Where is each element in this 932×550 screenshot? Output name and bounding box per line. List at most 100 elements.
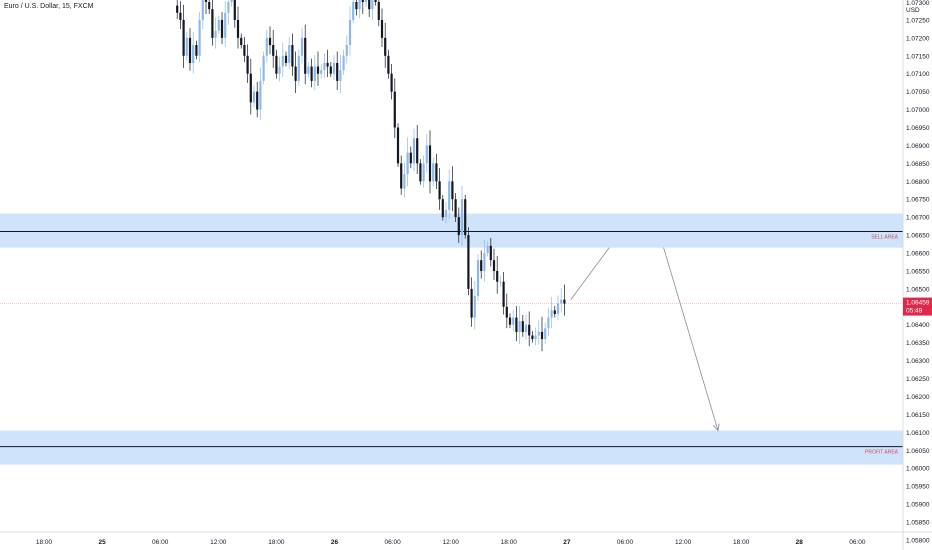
price-tick-label: 1.06700 <box>906 215 930 222</box>
candle-body <box>531 335 534 340</box>
candle-body <box>457 217 460 236</box>
candle-body <box>464 199 467 236</box>
price-tick-label: 1.07250 <box>906 17 930 24</box>
candle-body <box>364 0 368 2</box>
candle-body <box>403 174 406 189</box>
price-tick-label: 1.06800 <box>906 179 930 186</box>
projection-arrowhead <box>712 423 720 432</box>
candle-body <box>358 0 361 10</box>
candle-body <box>544 328 547 340</box>
time-tick-label: 18:00 <box>733 539 750 546</box>
price-tick-label: 1.06950 <box>906 125 930 132</box>
candle-body <box>208 2 211 10</box>
candle-body <box>236 19 240 38</box>
candle-body <box>176 5 179 13</box>
candle-body <box>377 2 380 20</box>
candle-body <box>537 331 540 336</box>
candle-body <box>387 55 390 74</box>
candle-body <box>259 80 262 110</box>
candle-body <box>540 331 544 340</box>
current-price-value: 1.06459 <box>906 300 930 307</box>
current-price-badge <box>903 297 932 316</box>
price-tick-label: 1.06200 <box>906 394 930 401</box>
candle-body <box>547 317 550 329</box>
candle-body <box>374 0 377 3</box>
candle-body <box>556 303 560 314</box>
price-tick-label: 1.05900 <box>906 502 930 509</box>
zone-label-1: PROFIT AREA <box>865 450 899 456</box>
price-tick-label: 1.07200 <box>906 35 930 42</box>
candle-body <box>204 0 208 2</box>
candle-body <box>342 55 345 71</box>
candle-body <box>224 12 227 38</box>
price-tick-label: 1.06100 <box>906 430 930 437</box>
candle-body <box>419 163 422 182</box>
projection-segment <box>570 247 610 300</box>
time-tick-label: 12:00 <box>675 539 692 546</box>
price-tick-label: 1.07150 <box>906 53 930 60</box>
candle-body <box>220 19 224 38</box>
candle-body <box>345 45 348 56</box>
candle-body <box>409 152 412 164</box>
chart-title: Euro / U.S. Dollar, 15, FXCM <box>4 3 94 10</box>
candle-body <box>476 260 480 297</box>
candle-body <box>393 91 396 128</box>
candle-body <box>201 0 204 20</box>
current-price-countdown: 05:49 <box>906 308 923 315</box>
price-tick-label: 1.06600 <box>906 251 930 258</box>
time-tick-label: 06:00 <box>849 539 866 546</box>
candle-body <box>310 66 313 81</box>
candle-body <box>288 45 291 63</box>
candle-body <box>553 310 556 314</box>
price-axis-currency: USD <box>906 7 920 14</box>
candle-body <box>428 145 432 182</box>
candle-body <box>352 2 355 20</box>
price-tick-label: 1.07000 <box>906 107 930 114</box>
candle-body <box>508 317 512 325</box>
time-tick-label: 18:00 <box>268 539 285 546</box>
candle-body <box>240 37 243 46</box>
time-tick-label: 06:00 <box>384 539 401 546</box>
price-tick-label: 1.06050 <box>906 448 930 455</box>
candle-body <box>435 163 438 182</box>
price-tick-label: 1.06500 <box>906 286 930 293</box>
price-tick-label: 1.06650 <box>906 233 930 240</box>
zone-label-0: SELL AREA <box>871 235 898 241</box>
candle-body <box>515 317 518 332</box>
candle-body <box>332 62 336 74</box>
candle-body <box>336 62 339 81</box>
candle-body <box>521 321 524 332</box>
candle-body <box>348 19 352 46</box>
candle-body <box>272 45 275 56</box>
candle-body <box>499 281 502 283</box>
time-tick-label: 12:00 <box>210 539 227 546</box>
candle-body <box>268 37 272 46</box>
time-tick-label: 12:00 <box>443 539 460 546</box>
candle-body <box>406 152 409 175</box>
candle-body <box>422 163 425 182</box>
candle-body <box>448 181 451 210</box>
candle-body <box>313 66 316 81</box>
candle-body <box>192 45 195 63</box>
candle-body <box>563 299 566 304</box>
candle-body <box>300 37 304 56</box>
price-tick-label: 1.06400 <box>906 322 930 329</box>
candle-body <box>185 37 188 56</box>
candle-body <box>412 138 416 164</box>
candle-body <box>217 19 220 31</box>
zone-band-0 <box>0 213 903 248</box>
candle-body <box>438 181 441 200</box>
candle-body <box>400 163 403 189</box>
candle-body <box>451 181 454 200</box>
candle-body <box>518 321 521 332</box>
price-tick-label: 1.06550 <box>906 268 930 275</box>
price-tick-label: 1.06150 <box>906 412 930 419</box>
candle-body <box>432 163 435 182</box>
candle-body <box>425 145 428 164</box>
candle-body <box>416 138 419 164</box>
time-tick-label: 26 <box>331 539 339 546</box>
price-tick-label: 1.07100 <box>906 71 930 78</box>
candle-body <box>480 260 483 271</box>
price-tick-label: 1.05800 <box>906 537 930 544</box>
